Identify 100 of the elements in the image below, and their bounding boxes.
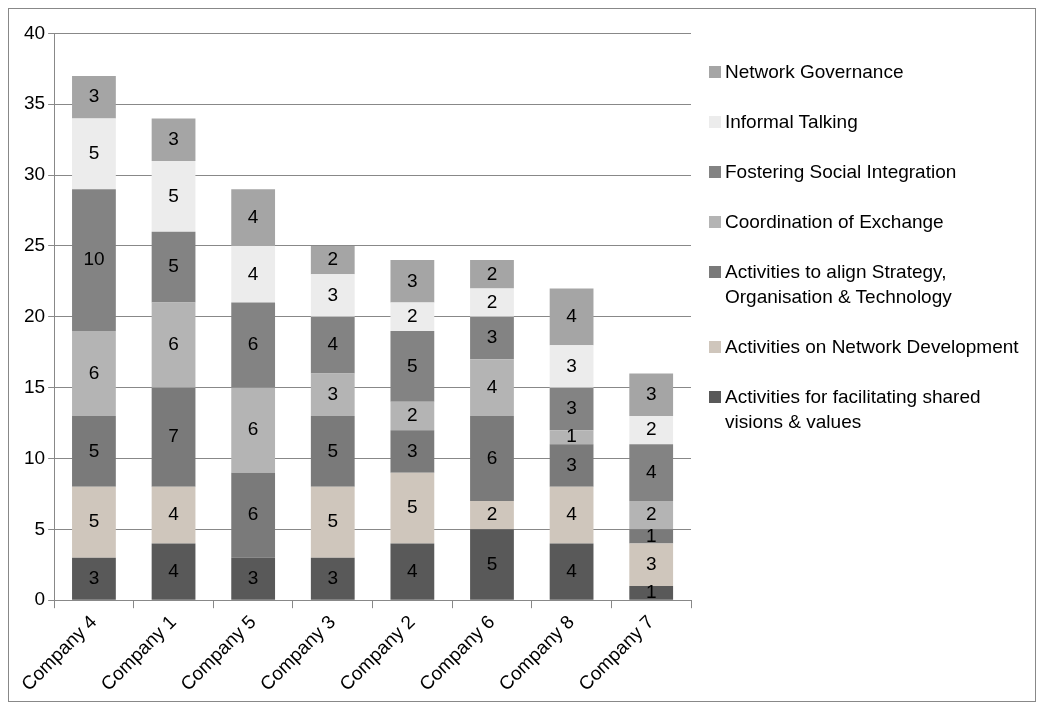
bar bbox=[310, 316, 355, 374]
data-label: 5 bbox=[327, 439, 339, 461]
data-label: 4 bbox=[168, 503, 180, 525]
data-label: 3 bbox=[327, 382, 339, 404]
bar bbox=[310, 486, 355, 558]
bar bbox=[151, 387, 196, 487]
bar bbox=[72, 486, 116, 558]
data-label: 1 bbox=[645, 524, 657, 546]
data-label: 4 bbox=[645, 460, 657, 482]
bar bbox=[390, 302, 435, 331]
y-tick-label: 25 bbox=[23, 234, 46, 256]
bar bbox=[470, 415, 514, 501]
bar bbox=[310, 373, 355, 416]
data-label: 4 bbox=[486, 375, 498, 397]
data-label: 3 bbox=[566, 453, 577, 475]
y-tick-label: 40 bbox=[23, 21, 46, 43]
bar bbox=[231, 557, 276, 600]
data-label: 1 bbox=[566, 425, 577, 447]
bar bbox=[629, 373, 674, 416]
data-label: 5 bbox=[88, 142, 100, 164]
y-tick-label: 20 bbox=[23, 305, 46, 327]
bar bbox=[470, 316, 514, 360]
bar bbox=[470, 260, 514, 289]
data-label: 6 bbox=[88, 361, 100, 383]
bar bbox=[629, 543, 674, 587]
data-label: 1 bbox=[645, 581, 657, 603]
data-label: 3 bbox=[88, 566, 100, 588]
data-label: 3 bbox=[247, 566, 259, 588]
bar bbox=[549, 387, 594, 431]
data-label: 3 bbox=[88, 85, 100, 107]
data-label: 5 bbox=[88, 510, 100, 532]
bar bbox=[151, 302, 196, 388]
bar bbox=[310, 274, 355, 317]
bar bbox=[231, 387, 276, 473]
data-label: 4 bbox=[566, 559, 578, 581]
bar bbox=[390, 430, 435, 473]
bar bbox=[72, 557, 116, 600]
y-tick-label: 35 bbox=[23, 92, 46, 114]
data-label: 4 bbox=[247, 205, 259, 227]
bar bbox=[470, 529, 514, 600]
bar bbox=[629, 415, 674, 445]
data-label: 3 bbox=[327, 566, 339, 588]
bar bbox=[310, 557, 355, 600]
data-label: 3 bbox=[486, 326, 498, 348]
legend-label: Activities on Network Development bbox=[725, 335, 1019, 359]
data-label: 4 bbox=[247, 262, 259, 284]
legend-label: Coordination of Exchange bbox=[725, 210, 944, 234]
bar bbox=[629, 529, 674, 544]
data-label: 4 bbox=[566, 305, 578, 327]
legend-label: Fostering Social Integration bbox=[725, 160, 957, 184]
data-label: 4 bbox=[327, 333, 339, 355]
data-label: 2 bbox=[486, 262, 498, 284]
data-label: 5 bbox=[486, 552, 498, 574]
data-label: 5 bbox=[407, 354, 418, 376]
data-label: 4 bbox=[168, 559, 180, 581]
data-label: 10 bbox=[83, 248, 105, 270]
data-label: 6 bbox=[486, 446, 498, 468]
bar bbox=[151, 118, 196, 161]
bar bbox=[72, 118, 116, 190]
bar bbox=[549, 543, 594, 600]
y-tick-label: 10 bbox=[23, 446, 46, 468]
bar bbox=[549, 430, 594, 445]
data-label: 3 bbox=[645, 552, 657, 574]
bar bbox=[231, 472, 276, 558]
data-label: 3 bbox=[407, 269, 418, 291]
data-label: 2 bbox=[407, 404, 418, 426]
bar bbox=[390, 543, 435, 600]
data-label: 2 bbox=[486, 503, 498, 525]
bar bbox=[549, 486, 594, 544]
data-label: 2 bbox=[327, 248, 339, 270]
data-label: 2 bbox=[407, 305, 418, 327]
legend-label: Informal Talking bbox=[725, 110, 858, 134]
data-label: 5 bbox=[327, 510, 339, 532]
data-label: 7 bbox=[168, 425, 179, 447]
data-label: 2 bbox=[645, 418, 657, 440]
bar bbox=[629, 500, 674, 530]
data-label: 5 bbox=[88, 439, 100, 461]
data-label: 2 bbox=[486, 290, 498, 312]
bar bbox=[470, 500, 514, 530]
bar bbox=[549, 288, 594, 346]
bar bbox=[151, 486, 196, 544]
bar bbox=[629, 586, 674, 600]
data-label: 3 bbox=[566, 354, 577, 376]
data-label: 6 bbox=[247, 418, 259, 440]
bar bbox=[470, 359, 514, 416]
bar bbox=[390, 472, 435, 544]
legend-label: Activities to align Strategy, Organisation & Technology bbox=[725, 260, 953, 309]
bar bbox=[310, 245, 355, 275]
legend-label: Network Governance bbox=[725, 60, 904, 84]
data-label: 3 bbox=[168, 127, 179, 149]
legend-label: Activities for facilitating shared visions & values bbox=[725, 385, 982, 434]
data-label: 3 bbox=[327, 283, 339, 305]
y-tick-label: 15 bbox=[23, 375, 46, 397]
bar bbox=[72, 330, 116, 416]
bar bbox=[310, 415, 355, 487]
data-label: 5 bbox=[168, 184, 179, 206]
bar bbox=[390, 260, 435, 303]
bar bbox=[151, 543, 196, 600]
y-tick-label: 30 bbox=[23, 163, 46, 185]
bar bbox=[470, 288, 514, 317]
